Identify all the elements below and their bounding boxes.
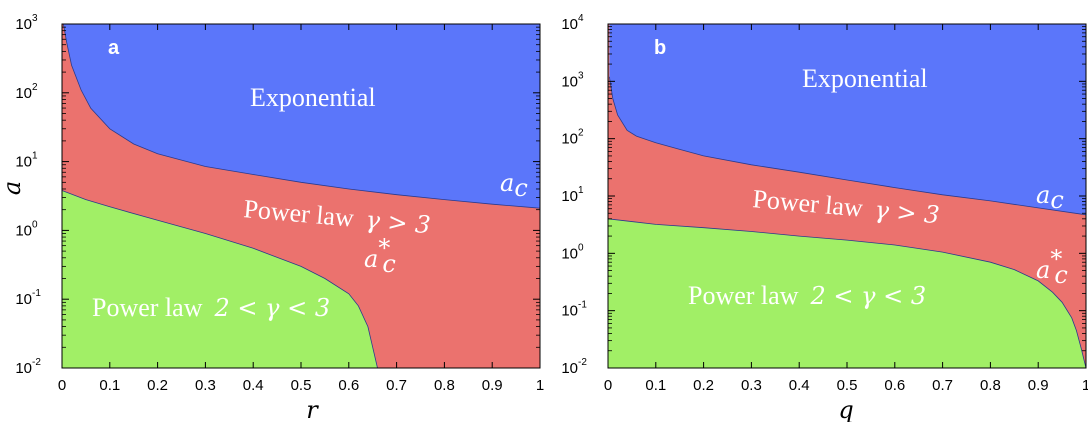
panel-a-acstar-symbol: a (364, 245, 378, 273)
panel-a-ac-symbol: a (500, 169, 514, 197)
y-tick-exponent: -2 (578, 357, 587, 368)
x-tick-label: 0.4 (243, 377, 264, 394)
panel-a-power-law-low-region (62, 190, 378, 368)
x-tick-label: 0.6 (884, 377, 905, 394)
x-tick-label: 1 (536, 377, 544, 394)
panel-b-acstar-symbol: a (1036, 256, 1050, 284)
panel-b-ac-label: ac (1036, 181, 1064, 214)
panel-b: 0 0.1 0.2 0.3 0.4 0.5 0.6 0.7 0.8 0.9 1 10-210-110… (561, 13, 1088, 422)
y-tick-exponent: 1 (32, 151, 38, 162)
x-tick-label: 0.2 (693, 377, 714, 394)
y-tick-label: 10 (561, 73, 578, 90)
y-tick-label: 10 (15, 291, 32, 308)
panel-a-power-law-high-math: γ > 3 (364, 206, 431, 240)
panel-a-letter: a (108, 37, 120, 59)
panel-b-x-axis-label: q (838, 396, 853, 422)
y-tick-exponent: 3 (32, 13, 38, 24)
panel-a-ac-label: ac (500, 169, 528, 202)
y-tick-label: 10 (561, 16, 578, 33)
panel-b-curve-ac-star (607, 218, 1087, 369)
y-tick-label: 10 (561, 188, 578, 205)
y-tick-exponent: 4 (578, 13, 584, 24)
panel-a-power-law-low-math: 2 < γ < 3 (213, 294, 330, 322)
panel-b-exponential-region (609, 24, 1086, 215)
y-tick-exponent: 1 (578, 185, 584, 196)
panel-a-acstar-superscript: * (378, 234, 390, 262)
x-tick-label: 0.1 (645, 377, 666, 394)
panel-a-acstar-subscript: c (382, 250, 395, 278)
y-tick-exponent: -1 (32, 288, 41, 299)
panel-b-power-law-low-region (608, 218, 1086, 368)
panel-b-power-law-low-label: Power law 2 < γ < 3 (688, 281, 926, 310)
panel-b-ac-subscript: c (1050, 186, 1063, 214)
y-tick-label: 10 (15, 154, 32, 171)
x-tick-label: 0.9 (1028, 377, 1049, 394)
panel-b-acstar-label: a* c (1036, 245, 1068, 289)
y-tick-exponent: 2 (578, 128, 584, 139)
panel-b-power-law-low-word: Power law (688, 281, 799, 310)
panel-a-y-axis-label: a (0, 181, 26, 195)
panel-b-curve-ac (609, 76, 1087, 216)
x-tick-label: 0.5 (837, 377, 858, 394)
x-tick-label: 0.8 (980, 377, 1001, 394)
y-tick-exponent: -2 (32, 357, 41, 368)
panel-b-x-ticks: 0 0.1 0.2 0.3 0.4 0.5 0.6 0.7 0.8 0.9 1 (604, 24, 1088, 394)
panel-b-power-law-low-math: 2 < γ < 3 (809, 282, 926, 310)
panel-a: 0 0.1 0.2 0.3 0.4 0.5 0.6 0.7 0.8 0.9 1 10-210-110… (0, 13, 544, 422)
panel-a-x-axis-label: r (306, 396, 319, 422)
y-tick-label: 10 (15, 222, 32, 239)
x-tick-label: 0.9 (482, 377, 503, 394)
panel-b-acstar-superscript: * (1050, 245, 1062, 273)
y-tick-exponent: 2 (32, 82, 38, 93)
y-tick-label: 10 (561, 360, 578, 377)
y-tick-exponent: -1 (578, 300, 587, 311)
y-tick-label: 10 (561, 131, 578, 148)
panel-a-power-law-low-label: Power law 2 < γ < 3 (92, 293, 330, 322)
y-tick-exponent: 0 (32, 219, 38, 230)
panel-a-exponential-region (63, 24, 541, 209)
panel-b-power-law-high-math: γ > 3 (873, 196, 940, 230)
x-tick-label: 0.8 (434, 377, 455, 394)
y-tick-label: 10 (15, 16, 32, 33)
x-tick-label: 0.3 (195, 377, 216, 394)
y-tick-label: 10 (15, 85, 32, 102)
y-tick-exponent: 3 (578, 70, 584, 81)
x-tick-label: 0.7 (932, 377, 953, 394)
y-tick-label: 10 (15, 360, 32, 377)
x-tick-label: 0.5 (291, 377, 312, 394)
x-tick-label: 1 (1082, 377, 1088, 394)
panel-a-x-ticks: 0 0.1 0.2 0.3 0.4 0.5 0.6 0.7 0.8 0.9 1 (58, 24, 544, 394)
x-tick-label: 0.6 (338, 377, 359, 394)
panel-a-exponential-label: Exponential (250, 83, 376, 112)
x-tick-label: 0.2 (147, 377, 168, 394)
panel-a-ac-subscript: c (514, 174, 527, 202)
panel-b-exponential-label: Exponential (802, 64, 928, 93)
x-tick-label: 0 (604, 377, 612, 394)
y-tick-label: 10 (561, 303, 578, 320)
panel-b-letter: b (654, 37, 666, 59)
x-tick-label: 0 (58, 377, 66, 394)
x-tick-label: 0.4 (789, 377, 810, 394)
x-tick-label: 0.1 (99, 377, 120, 394)
panel-a-curve-ac-star (61, 190, 378, 369)
x-tick-label: 0.3 (741, 377, 762, 394)
panel-a-power-law-low-word: Power law (92, 293, 203, 322)
panel-a-curve-ac (63, 23, 541, 209)
panel-b-acstar-subscript: c (1054, 261, 1067, 289)
x-tick-label: 0.7 (386, 377, 407, 394)
y-tick-exponent: 0 (578, 242, 584, 253)
y-tick-label: 10 (561, 245, 578, 262)
panel-b-ac-symbol: a (1036, 181, 1050, 209)
panel-a-acstar-label: a* c (364, 234, 396, 278)
